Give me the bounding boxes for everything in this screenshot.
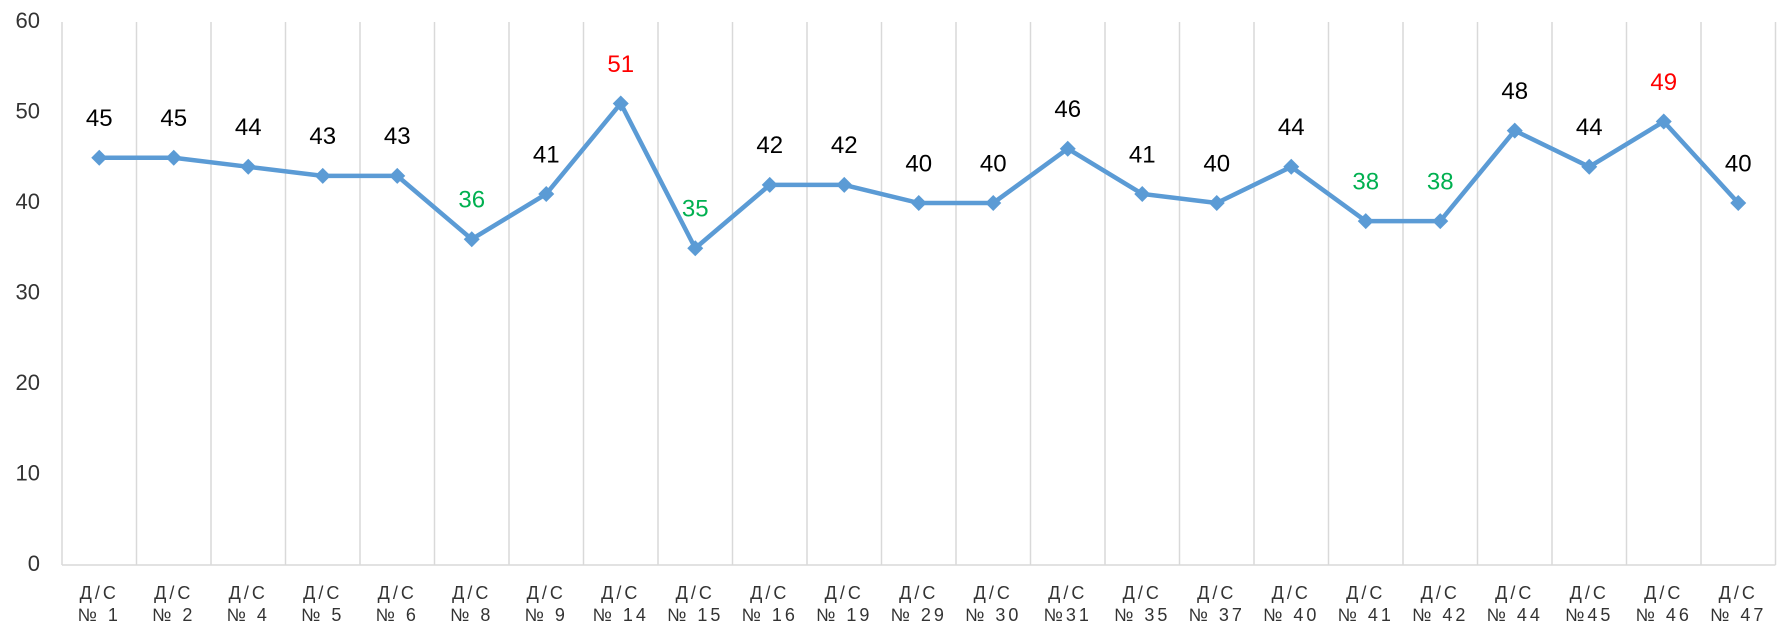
data-label: 38 [1352, 168, 1379, 195]
y-tick-label: 0 [28, 551, 40, 576]
marker [1208, 195, 1225, 211]
x-tick-label: Д/С № 15 [667, 583, 724, 625]
x-tick-label: Д/С № 37 [1188, 583, 1245, 625]
x-tick-label: Д/С № 1 [77, 583, 121, 625]
data-label: 44 [1576, 114, 1603, 141]
x-tick-label: Д/С № 5 [301, 583, 345, 625]
x-tick-label: Д/С № 47 [1710, 583, 1767, 625]
marker [1581, 158, 1598, 175]
data-label: 40 [1203, 150, 1230, 177]
y-tick-label: 30 [16, 279, 40, 304]
marker [1134, 185, 1151, 202]
y-tick-label: 50 [16, 98, 40, 123]
marker [687, 240, 704, 257]
x-tick-label: Д/С № 40 [1263, 583, 1320, 625]
x-tick-label: Д/С № 8 [450, 583, 494, 625]
x-tick-label: Д/С № 46 [1635, 583, 1692, 625]
x-tick-label: Д/С № 42 [1412, 583, 1469, 625]
marker [1730, 195, 1747, 211]
x-tick-label: Д/С № 19 [816, 583, 873, 625]
marker [1506, 122, 1523, 139]
marker [1283, 158, 1300, 175]
marker [836, 176, 853, 193]
data-label: 42 [831, 132, 858, 159]
marker [761, 176, 778, 193]
data-label: 43 [384, 123, 411, 150]
y-tick-label: 10 [16, 460, 40, 485]
x-tick-label: Д/С № 41 [1337, 583, 1394, 625]
data-label: 44 [235, 114, 262, 141]
marker [314, 167, 331, 184]
x-tick-label: Д/С № 35 [1114, 583, 1171, 625]
y-tick-label: 20 [16, 370, 40, 395]
marker [91, 149, 108, 166]
marker [1655, 113, 1672, 130]
marker [1059, 140, 1076, 157]
y-tick-label: 40 [16, 189, 40, 214]
x-tick-label: Д/С № 2 [152, 583, 196, 625]
marker [985, 195, 1002, 211]
data-label: 46 [1054, 96, 1081, 123]
marker [1357, 213, 1374, 230]
marker [165, 149, 182, 166]
marker [538, 185, 555, 202]
data-label: 51 [607, 51, 634, 78]
marker [612, 95, 629, 112]
data-label: 41 [533, 141, 560, 168]
marker [1432, 213, 1449, 230]
marker [240, 158, 257, 175]
data-label: 40 [1725, 150, 1752, 177]
data-label: 38 [1427, 168, 1454, 195]
marker [910, 195, 927, 211]
data-label: 45 [86, 105, 113, 132]
x-tick-label: Д/С № 30 [965, 583, 1022, 625]
data-label: 40 [980, 150, 1007, 177]
data-label: 44 [1278, 114, 1305, 141]
x-tick-label: Д/С №45 [1565, 583, 1614, 625]
x-tick-label: Д/С № 6 [375, 583, 419, 625]
data-label: 35 [682, 196, 709, 223]
x-tick-label: Д/С № 29 [890, 583, 947, 625]
data-label: 42 [756, 132, 783, 159]
y-tick-label: 60 [16, 8, 40, 33]
x-tick-label: Д/С № 14 [592, 583, 649, 625]
data-label: 40 [905, 150, 932, 177]
x-tick-label: Д/С № 44 [1486, 583, 1543, 625]
x-tick-label: Д/С № 9 [524, 583, 568, 625]
data-label: 49 [1650, 69, 1677, 96]
marker [389, 167, 406, 184]
x-tick-label: Д/С № 16 [741, 583, 798, 625]
data-label: 41 [1129, 141, 1156, 168]
data-label: 36 [458, 187, 485, 214]
marker [463, 231, 480, 248]
x-tick-label: Д/С № 4 [226, 583, 270, 625]
data-label: 45 [160, 105, 187, 132]
x-tick-label: Д/С №31 [1043, 583, 1092, 625]
data-label: 48 [1501, 78, 1528, 105]
data-label: 43 [309, 123, 336, 150]
